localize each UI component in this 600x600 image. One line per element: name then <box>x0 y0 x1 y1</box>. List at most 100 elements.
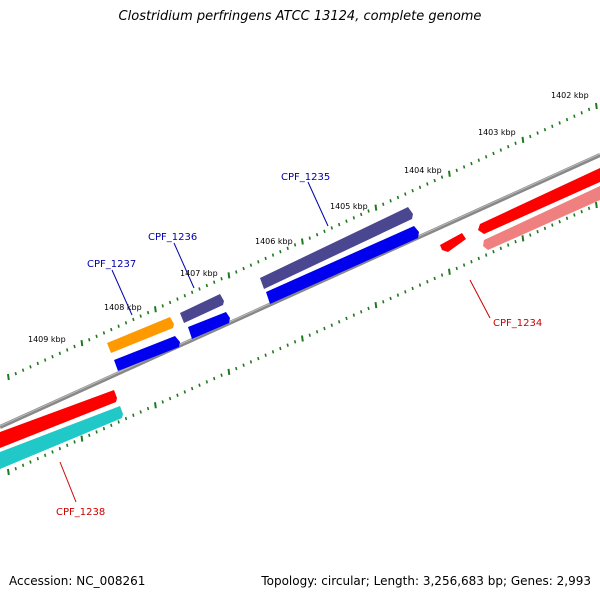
outer-track-minor-tick <box>205 283 209 288</box>
cpf-1237-region[interactable] <box>107 317 180 371</box>
genes-label: Genes: <box>510 574 553 588</box>
cpf-1237-cds-arrow <box>114 336 180 371</box>
outer-track-minor-tick <box>213 280 216 284</box>
outer-track-minor-tick <box>183 293 186 298</box>
inner-track-minor-tick <box>176 393 179 397</box>
inner-track-minor-tick <box>565 216 569 221</box>
kbp-label-1403: 1403 kbp <box>478 128 516 137</box>
outer-track-major-tick <box>227 272 231 279</box>
inner-track-minor-tick <box>161 400 164 404</box>
outer-track-minor-tick <box>573 114 576 118</box>
outer-track-minor-tick <box>455 168 458 173</box>
outer-track-minor-tick <box>389 199 392 203</box>
inner-track-major-tick <box>80 435 84 442</box>
cpf-1236-region[interactable] <box>180 294 230 339</box>
outer-track-minor-tick <box>492 151 495 156</box>
inner-track-minor-tick <box>257 356 260 361</box>
outer-track-minor-tick <box>117 324 120 328</box>
inner-track-minor-tick <box>168 396 172 401</box>
outer-track-minor-tick <box>190 290 194 295</box>
gene-label-cpf-1236[interactable]: CPF_1236 <box>148 232 197 243</box>
inner-track-minor-tick <box>308 333 311 337</box>
kbp-label-1405: 1405 kbp <box>330 202 368 211</box>
inner-track-minor-tick <box>220 373 223 377</box>
genome-backbone <box>0 153 600 429</box>
cpf-1236-leader <box>173 242 195 289</box>
inner-track-minor-tick <box>455 266 458 271</box>
cpf-1234-region[interactable] <box>440 168 600 252</box>
inner-track-minor-tick <box>102 426 106 431</box>
inner-track-minor-tick <box>323 326 326 331</box>
topology-label: Topology: <box>261 574 318 588</box>
kbp-label-1406: 1406 kbp <box>255 237 293 246</box>
kbp-label-1408: 1408 kbp <box>104 303 142 312</box>
topology-value: circular <box>321 574 366 588</box>
gene-label-cpf-1237[interactable]: CPF_1237 <box>87 259 136 270</box>
outer-track-minor-tick <box>565 117 569 122</box>
inner-track-minor-tick <box>580 209 583 214</box>
inner-track-minor-tick <box>286 343 289 347</box>
inner-track-minor-tick <box>14 466 17 471</box>
outer-track-minor-tick <box>293 243 297 247</box>
outer-track-minor-tick <box>176 297 179 301</box>
inner-track-minor-tick <box>183 390 186 394</box>
outer-track-minor-tick <box>264 256 267 261</box>
gene-label-cpf-1238[interactable]: CPF_1238 <box>56 507 105 518</box>
gene-label-cpf-1235[interactable]: CPF_1235 <box>281 172 330 183</box>
outer-track-minor-tick <box>411 188 414 193</box>
inner-track-major-tick <box>595 201 598 209</box>
inner-track-minor-tick <box>440 273 444 277</box>
inner-track-minor-tick <box>36 456 39 461</box>
cpf-1238-leader <box>59 461 77 503</box>
cpf-1236-cds-arrow <box>188 312 230 339</box>
inner-track-minor-tick <box>411 286 414 291</box>
outer-track-minor-tick <box>198 287 201 291</box>
inner-track-minor-tick <box>110 423 113 427</box>
inner-track-minor-tick <box>418 283 422 287</box>
outer-track-minor-tick <box>470 161 473 166</box>
inner-track-minor-tick <box>271 350 275 354</box>
inner-track-minor-tick <box>345 316 348 321</box>
inner-track-minor-tick <box>242 363 245 367</box>
outer-track-minor-tick <box>514 141 517 145</box>
gene-label-cpf-1234[interactable]: CPF_1234 <box>493 318 542 329</box>
cpf-1238-region[interactable] <box>0 390 123 469</box>
outer-track-minor-tick <box>484 155 488 159</box>
outer-track-minor-tick <box>124 321 128 325</box>
outer-track-minor-tick <box>440 175 444 179</box>
cpf-1237-gene-bar <box>107 317 174 353</box>
outer-track-minor-tick <box>14 371 17 376</box>
inner-track-minor-tick <box>279 346 282 351</box>
outer-track-minor-tick <box>58 351 62 355</box>
outer-track-major-tick <box>521 136 525 144</box>
inner-track-minor-tick <box>235 366 238 371</box>
inner-track-minor-tick <box>433 276 436 281</box>
inner-track-minor-tick <box>551 223 554 227</box>
kbp-label-1407: 1407 kbp <box>180 269 218 278</box>
outer-track-minor-tick <box>235 270 238 274</box>
inner-track-minor-tick <box>132 413 135 417</box>
inner-track-minor-tick <box>73 440 76 444</box>
outer-track-minor-tick <box>66 348 69 352</box>
inner-track-minor-tick <box>21 463 25 468</box>
inner-track-minor-tick <box>492 250 495 254</box>
cpf-1235-region[interactable] <box>260 207 419 304</box>
outer-tick-track <box>7 102 598 381</box>
outer-track-major-tick <box>448 170 451 177</box>
outer-track-minor-tick <box>462 165 466 169</box>
inner-track-minor-tick <box>198 383 201 387</box>
inner-track-major-tick <box>521 235 525 242</box>
outer-track-minor-tick <box>551 124 554 129</box>
inner-track-minor-tick <box>146 406 150 411</box>
inner-track-major-tick <box>301 335 304 342</box>
outer-track-minor-tick <box>102 331 106 335</box>
inner-track-minor-tick <box>88 433 91 437</box>
outer-track-minor-tick <box>418 185 422 190</box>
inner-track-minor-tick <box>389 296 392 301</box>
inner-track-minor-tick <box>337 320 341 324</box>
forward-cds-bar-bottom-left <box>0 390 117 448</box>
inner-track-major-tick <box>227 368 231 376</box>
inner-track-minor-tick <box>43 453 47 458</box>
outer-track-minor-tick <box>220 277 223 281</box>
